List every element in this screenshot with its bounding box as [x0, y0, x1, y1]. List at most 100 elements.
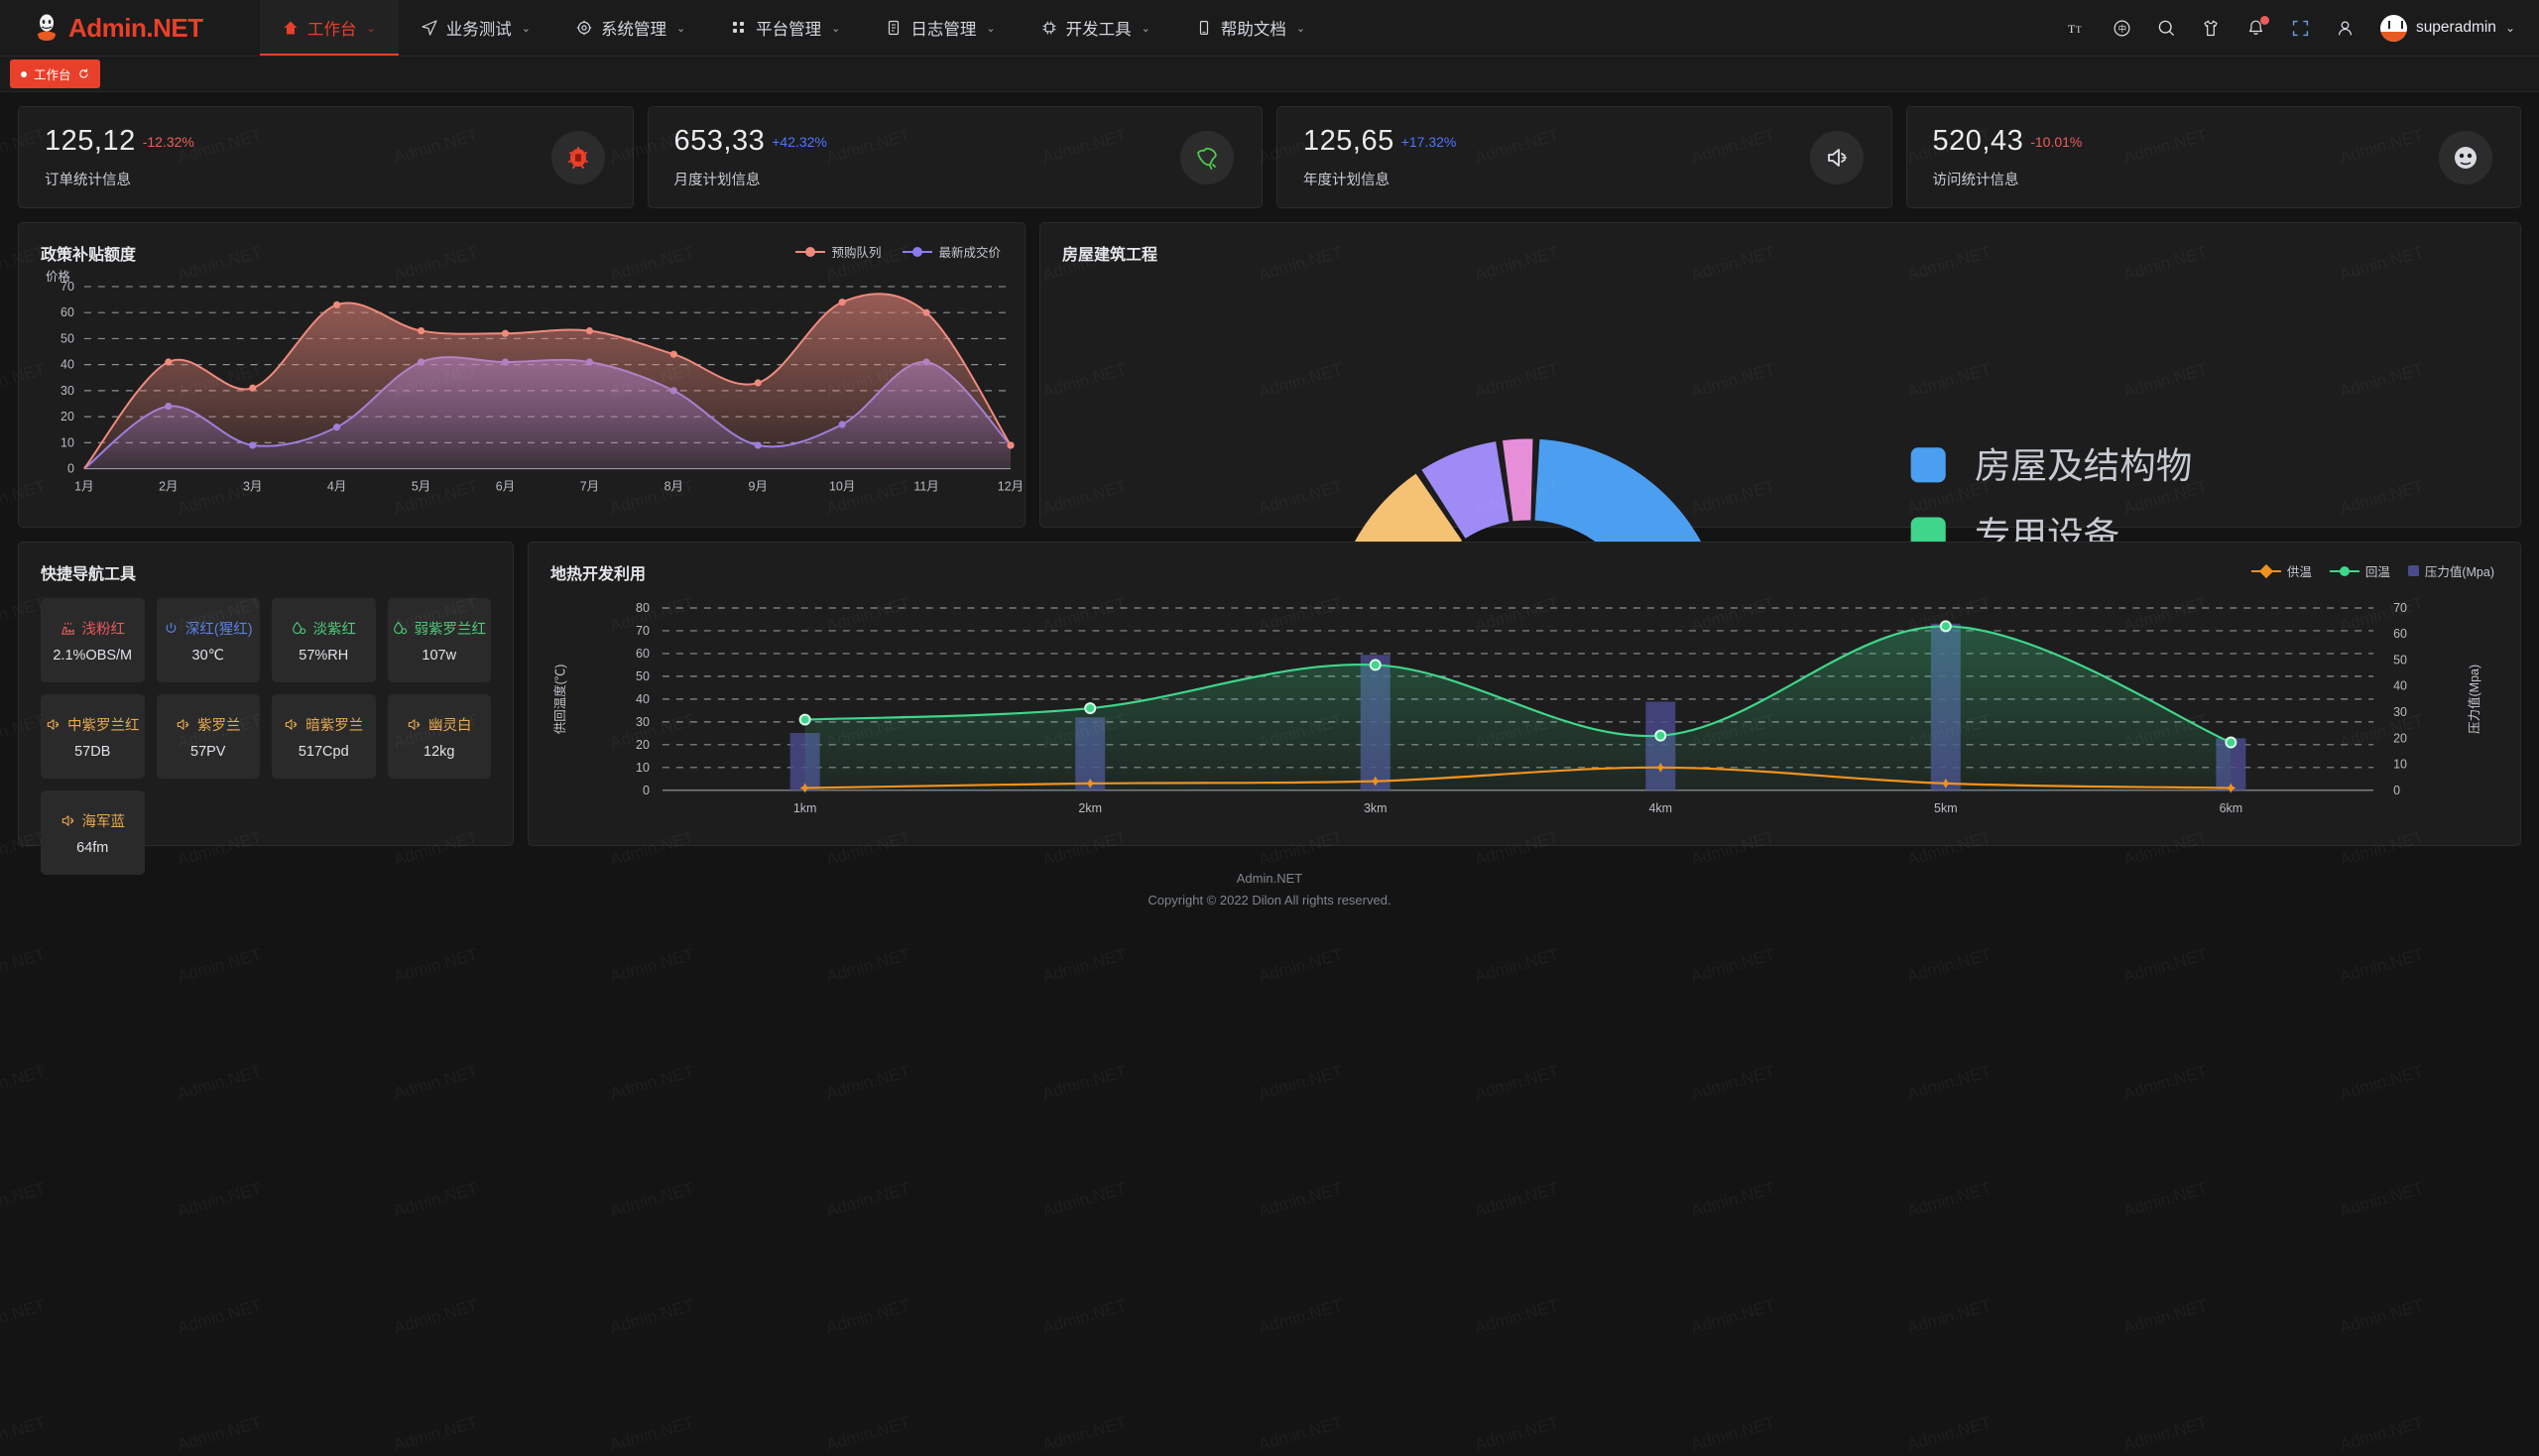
quicknav-tile[interactable]: 紫罗兰 57PV [157, 694, 261, 779]
nav-label: 业务测试 [446, 16, 512, 40]
stat-card-visits[interactable]: 520,43-10.01% 访问统计信息 [1906, 106, 2522, 208]
nav-label: 系统管理 [601, 16, 666, 40]
legend-label: 压力值(Mpa) [2425, 561, 2494, 580]
quicknav-tile-value: 57DB [74, 744, 110, 760]
quicknav-tile[interactable]: 中紫罗兰红 57DB [41, 694, 145, 779]
stat-label: 订单统计信息 [45, 169, 194, 189]
brand[interactable]: Admin.NET [0, 0, 260, 56]
svg-text:供回温度(℃): 供回温度(℃) [552, 665, 567, 735]
footer-copyright: Copyright © 2022 Dilon All rights reserv… [0, 890, 2539, 911]
send-icon [422, 20, 437, 36]
book-icon [1196, 20, 1212, 36]
footer-brand: Admin.NET [0, 868, 2539, 890]
svg-text:30: 30 [2393, 705, 2407, 719]
svg-text:30: 30 [636, 715, 650, 729]
quicknav-tile[interactable]: 深红(猩红) 30℃ [157, 598, 261, 682]
nav-item-workbench[interactable]: 工作台 ⌄ [260, 0, 399, 56]
svg-text:50: 50 [636, 669, 650, 683]
quicknav-tile-value: 12kg [423, 744, 454, 760]
svg-text:60: 60 [2393, 627, 2407, 641]
legend-item[interactable]: 供温 [2251, 561, 2312, 580]
svg-text:T: T [2076, 25, 2082, 35]
gear-icon [576, 20, 592, 36]
geothermal-legend: 供温 回温 压力值(Mpa) [2251, 543, 2494, 580]
svg-text:3km: 3km [1364, 801, 1388, 815]
chevron-down-icon: ⌄ [367, 22, 376, 35]
svg-text:房屋及结构物: 房屋及结构物 [1975, 445, 2192, 486]
stat-cards-row: 125,12-12.32% 订单统计信息 653,33+42.32% 月度计划信… [18, 106, 2521, 208]
nav-item-dev-tools[interactable]: 开发工具 ⌄ [1019, 0, 1173, 56]
tab-bar: 工作台 [0, 57, 2539, 92]
chevron-down-icon: ⌄ [1296, 22, 1305, 35]
stat-card-orders[interactable]: 125,12-12.32% 订单统计信息 [18, 106, 634, 208]
home-icon [283, 20, 299, 36]
grid-icon [731, 20, 747, 36]
nav-item-system-management[interactable]: 系统管理 ⌄ [553, 0, 708, 56]
search-icon[interactable] [2157, 19, 2176, 38]
quicknav-tile-header: 浅粉红 [60, 618, 126, 639]
stat-label: 月度计划信息 [674, 169, 827, 189]
speaker-icon [1810, 131, 1864, 184]
legend-item[interactable]: 压力值(Mpa) [2408, 561, 2494, 580]
nav-item-help-docs[interactable]: 帮助文档 ⌄ [1173, 0, 1328, 56]
theme-shirt-icon[interactable] [2202, 19, 2221, 38]
panel-title: 地热开发利用 [529, 543, 646, 584]
quicknav-tile[interactable]: 浅粉红 2.1%OBS/M [41, 598, 145, 682]
map-icon [1180, 131, 1234, 184]
stat-card-monthly-plan[interactable]: 653,33+42.32% 月度计划信息 [648, 106, 1264, 208]
svg-text:40: 40 [2393, 679, 2407, 693]
refresh-icon[interactable] [78, 68, 89, 79]
fullscreen-icon[interactable] [2291, 19, 2310, 38]
svg-text:0: 0 [2393, 784, 2400, 797]
user-name: superadmin [2416, 19, 2496, 37]
quicknav-tile-value: 517Cpd [299, 744, 349, 760]
legend-label: 供温 [2287, 561, 2312, 580]
tab-workbench[interactable]: 工作台 [10, 60, 100, 88]
quicknav-tile[interactable]: 弱紫罗兰红 107w [388, 598, 492, 682]
quicknav-tile-label: 浅粉红 [82, 618, 126, 639]
legend-item[interactable]: 预购队列 [795, 242, 881, 261]
language-icon[interactable]: 中 [2113, 19, 2131, 38]
stat-delta: -12.32% [143, 134, 194, 150]
svg-text:5月: 5月 [412, 480, 430, 494]
stat-card-yearly-plan[interactable]: 125,65+17.32% 年度计划信息 [1276, 106, 1892, 208]
notification-badge [2260, 16, 2269, 25]
quicknav-tile-header: 弱紫罗兰红 [393, 618, 487, 639]
quicknav-tile[interactable]: 幽灵白 12kg [388, 694, 492, 779]
svg-text:10: 10 [60, 435, 74, 449]
nav-item-log-management[interactable]: 日志管理 ⌄ [863, 0, 1018, 56]
quicknav-tile[interactable]: 暗紫罗兰 517Cpd [272, 694, 376, 779]
svg-text:4月: 4月 [327, 480, 346, 494]
quicknav-tile-header: 紫罗兰 [176, 714, 241, 735]
chevron-down-icon: ⌄ [2505, 21, 2515, 35]
app-header: Admin.NET 工作台 ⌄ 业务测试 ⌄ 系统管理 ⌄ [0, 0, 2539, 57]
factory-icon [60, 621, 75, 636]
svg-text:2月: 2月 [159, 480, 178, 494]
svg-text:10: 10 [2393, 758, 2407, 772]
legend-item[interactable]: 回温 [2330, 561, 2390, 580]
nav-item-business-test[interactable]: 业务测试 ⌄ [399, 0, 553, 56]
quicknav-tile-value: 107w [422, 648, 456, 664]
svg-text:中: 中 [2118, 24, 2127, 34]
speaker-icon [407, 717, 422, 732]
svg-text:5km: 5km [1934, 801, 1958, 815]
nav-label: 工作台 [307, 16, 357, 40]
svg-text:0: 0 [643, 784, 650, 797]
legend-item[interactable]: 最新成交价 [903, 242, 1001, 261]
speaker-icon [284, 717, 299, 732]
app-footer: Admin.NET Copyright © 2022 Dilon All rig… [0, 846, 2539, 927]
user-menu[interactable]: superadmin ⌄ [2380, 15, 2515, 42]
svg-text:4km: 4km [1648, 801, 1672, 815]
nav-item-platform-management[interactable]: 平台管理 ⌄ [708, 0, 863, 56]
chevron-down-icon: ⌄ [831, 22, 840, 35]
legend-label: 预购队列 [831, 242, 881, 261]
brand-text: Admin.NET [68, 13, 203, 44]
user-icon[interactable] [2336, 19, 2355, 38]
quicknav-tile[interactable]: 淡紫红 57%RH [272, 598, 376, 682]
quicknav-tile-label: 淡紫红 [313, 618, 357, 639]
document-icon [886, 20, 902, 36]
bell-icon[interactable] [2246, 19, 2265, 38]
